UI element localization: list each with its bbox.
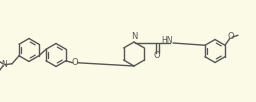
- Text: O: O: [154, 52, 161, 60]
- Text: HN: HN: [161, 36, 173, 45]
- Text: O: O: [228, 32, 234, 41]
- Text: N: N: [2, 60, 7, 69]
- Text: N: N: [131, 32, 137, 41]
- Text: O: O: [72, 58, 78, 67]
